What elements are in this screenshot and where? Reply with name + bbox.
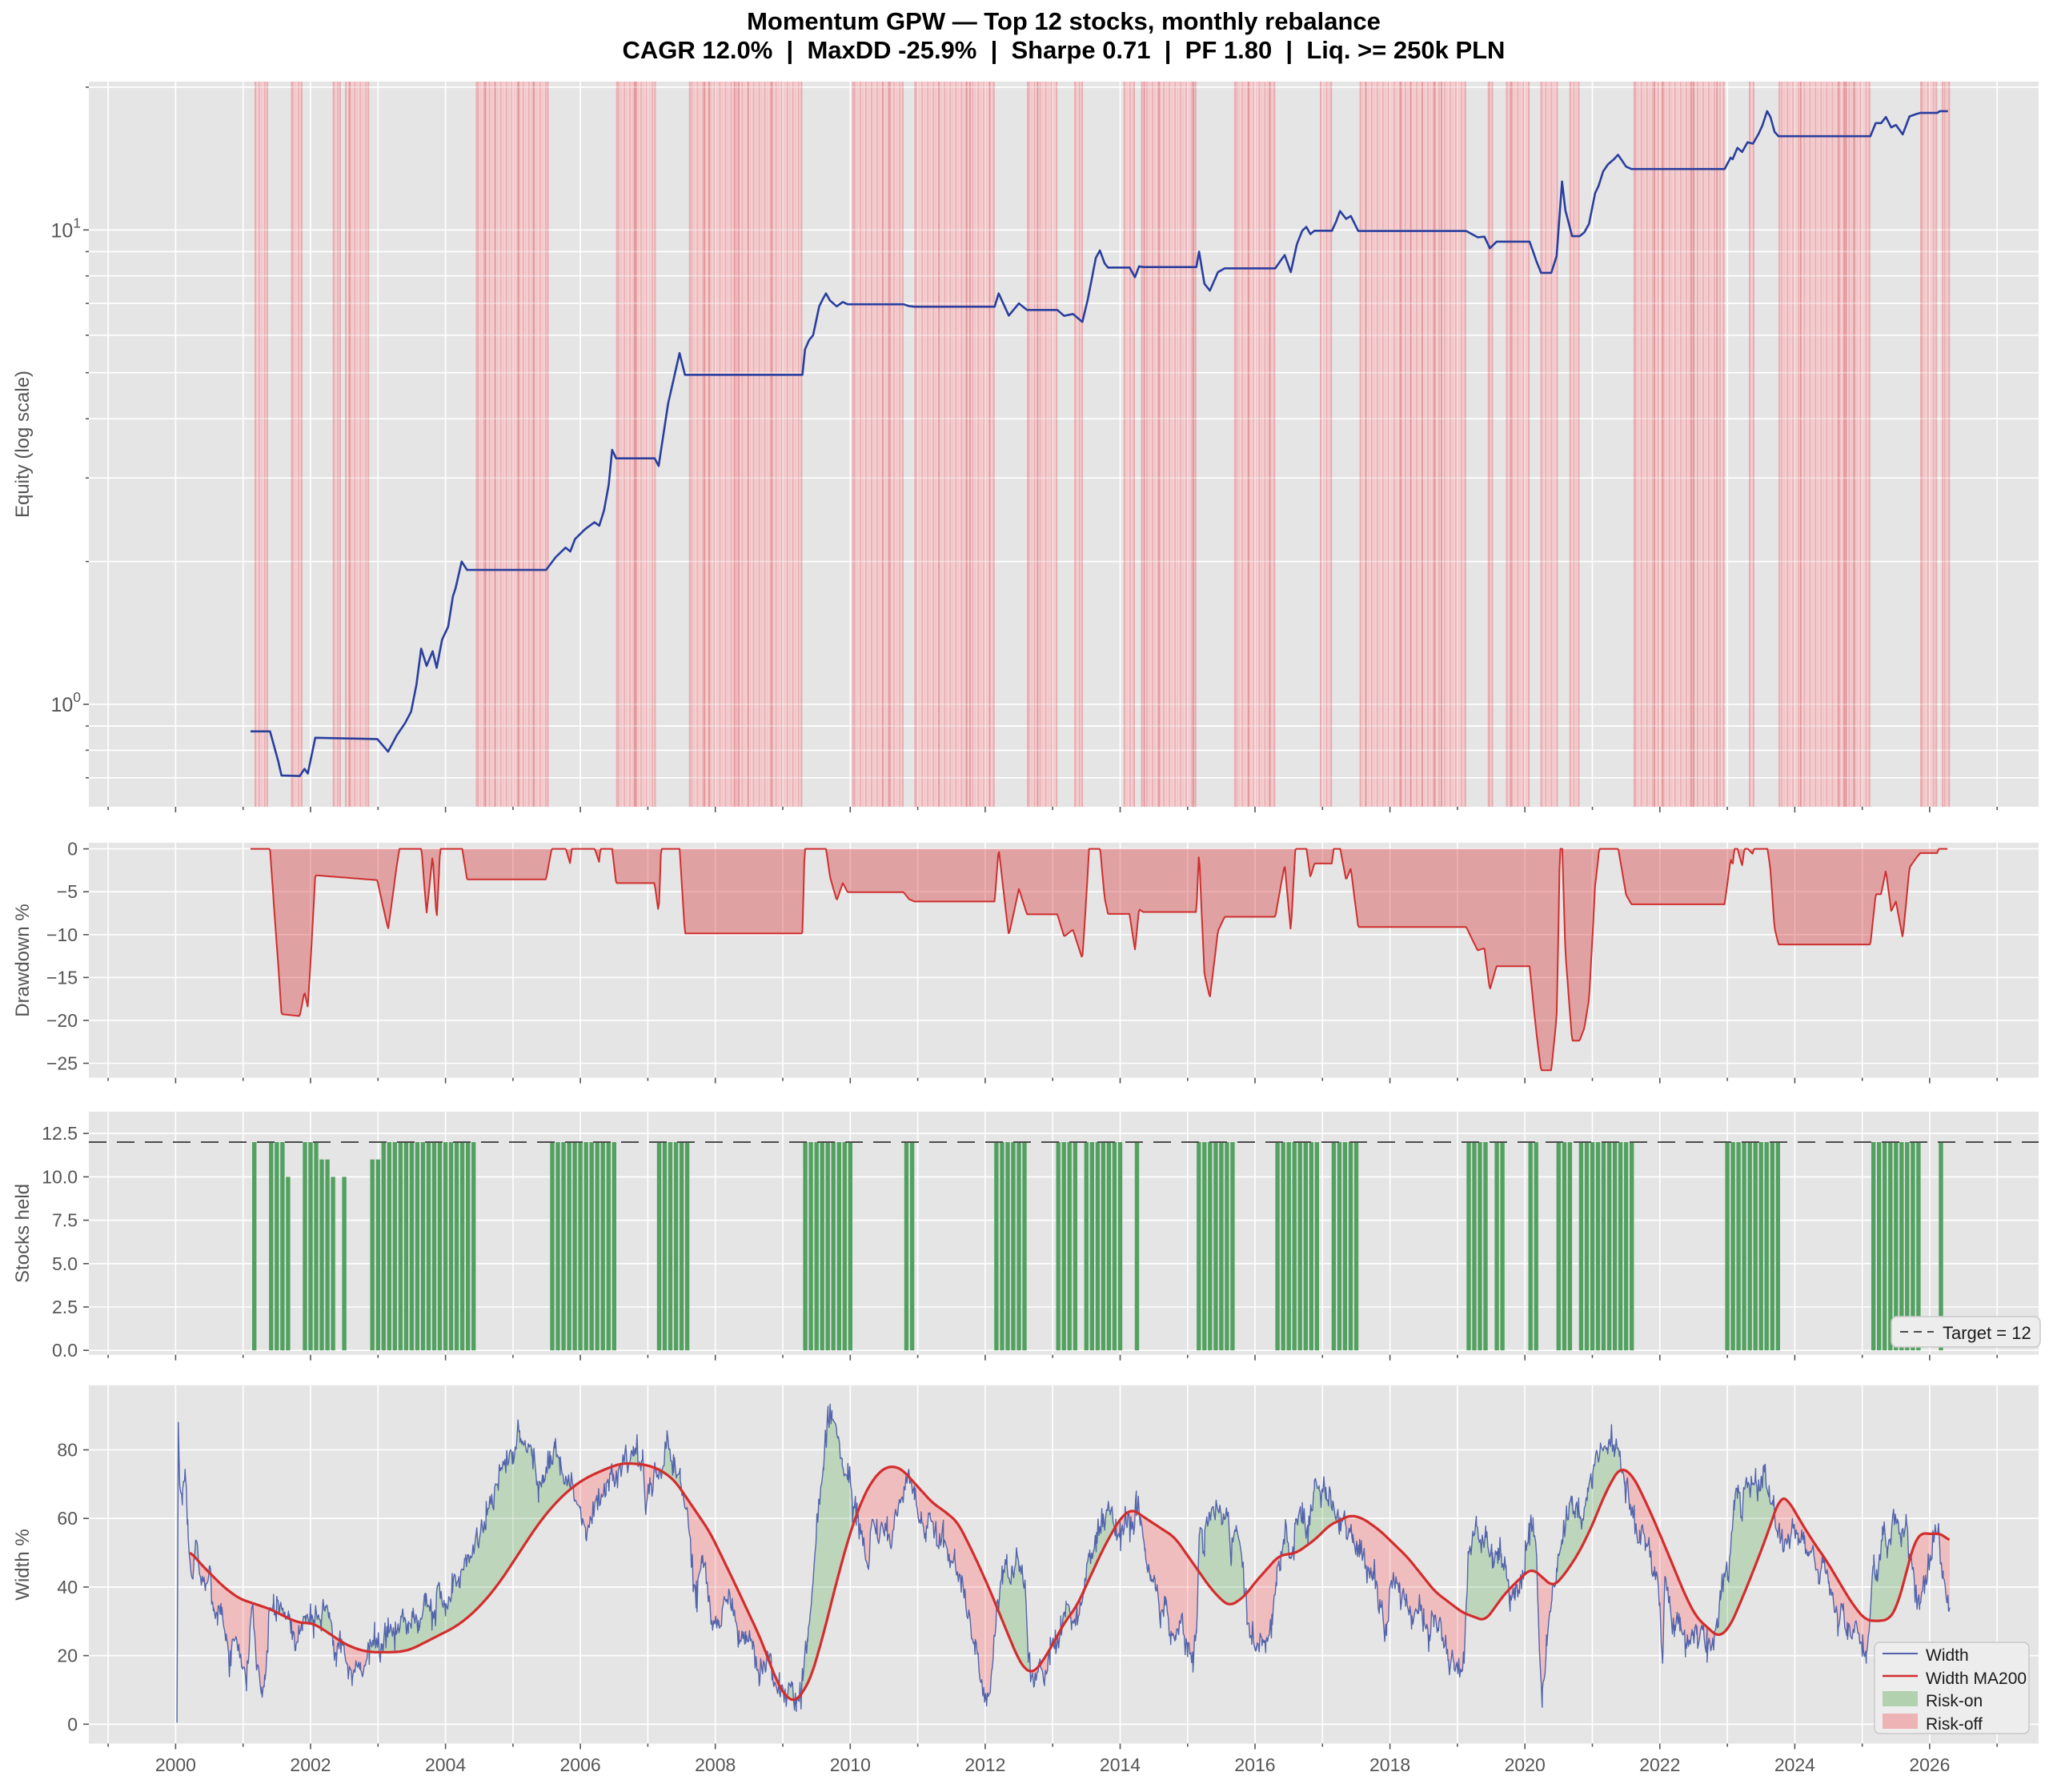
svg-text:Target = 12: Target = 12 xyxy=(1943,1323,2031,1343)
svg-text:Momentum GPW — Top 12 stocks,: Momentum GPW — Top 12 stocks, monthly re… xyxy=(747,7,1381,35)
svg-text:40: 40 xyxy=(57,1577,78,1598)
svg-text:Risk-on: Risk-on xyxy=(1926,1692,1983,1710)
svg-text:2022: 2022 xyxy=(1639,1754,1680,1775)
svg-text:80: 80 xyxy=(57,1440,78,1461)
svg-text:2010: 2010 xyxy=(830,1754,871,1775)
svg-text:5.0: 5.0 xyxy=(52,1253,78,1274)
svg-text:2004: 2004 xyxy=(425,1754,466,1775)
svg-text:−5: −5 xyxy=(57,881,78,902)
svg-text:2020: 2020 xyxy=(1505,1754,1546,1775)
svg-text:60: 60 xyxy=(57,1508,78,1529)
svg-text:Drawdown %: Drawdown % xyxy=(12,904,34,1016)
svg-text:0: 0 xyxy=(67,839,78,860)
svg-text:12.5: 12.5 xyxy=(42,1123,78,1144)
svg-text:2.5: 2.5 xyxy=(52,1297,78,1317)
svg-text:−20: −20 xyxy=(46,1010,78,1031)
svg-text:2024: 2024 xyxy=(1774,1754,1815,1775)
svg-text:2000: 2000 xyxy=(155,1754,196,1775)
svg-text:2002: 2002 xyxy=(290,1754,331,1775)
svg-text:2018: 2018 xyxy=(1369,1754,1410,1775)
svg-text:Width MA200: Width MA200 xyxy=(1926,1670,2027,1688)
svg-text:2026: 2026 xyxy=(1909,1754,1950,1775)
svg-text:7.5: 7.5 xyxy=(52,1210,78,1231)
svg-text:−10: −10 xyxy=(46,924,78,945)
svg-text:Width: Width xyxy=(1926,1646,1969,1665)
svg-text:Width %: Width % xyxy=(12,1529,34,1600)
svg-text:0: 0 xyxy=(67,1714,78,1734)
svg-text:20: 20 xyxy=(57,1646,78,1666)
svg-text:0.0: 0.0 xyxy=(52,1340,78,1361)
svg-text:2008: 2008 xyxy=(695,1754,736,1775)
svg-text:CAGR 12.0% | MaxDD -25.9% |: CAGR 12.0% | MaxDD -25.9% | Sharpe 0.71 … xyxy=(623,36,1506,64)
svg-text:10.0: 10.0 xyxy=(42,1166,78,1187)
svg-text:−25: −25 xyxy=(46,1053,78,1074)
svg-text:Risk-off: Risk-off xyxy=(1926,1715,1983,1734)
svg-text:−15: −15 xyxy=(46,967,78,988)
svg-text:2014: 2014 xyxy=(1100,1754,1141,1775)
svg-text:Stocks held: Stocks held xyxy=(12,1184,34,1283)
svg-text:2016: 2016 xyxy=(1234,1754,1275,1775)
svg-text:2006: 2006 xyxy=(560,1754,601,1775)
svg-text:2012: 2012 xyxy=(964,1754,1005,1775)
svg-text:Equity (log scale): Equity (log scale) xyxy=(12,371,34,518)
